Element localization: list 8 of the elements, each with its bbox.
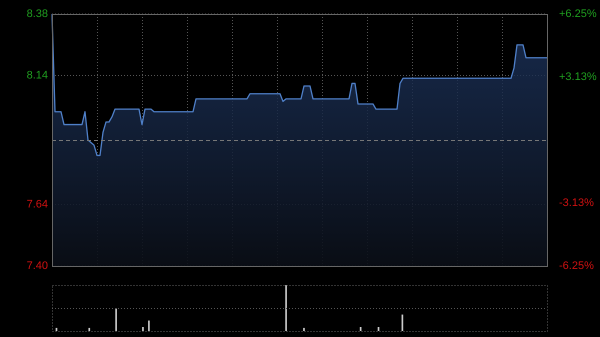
y-tick-label: 7.40 [26, 260, 48, 272]
y2-tick-label: -3.13% [559, 197, 594, 210]
y2-tick-label: +3.13% [559, 70, 597, 83]
y-tick-label: 7.64 [26, 198, 48, 210]
y2-tick-label: +6.25% [559, 8, 597, 20]
y-tick-label: 8.14 [26, 70, 48, 82]
y-tick-label: 8.38 [26, 8, 48, 20]
y2-tick-label: -6.25% [559, 260, 594, 272]
